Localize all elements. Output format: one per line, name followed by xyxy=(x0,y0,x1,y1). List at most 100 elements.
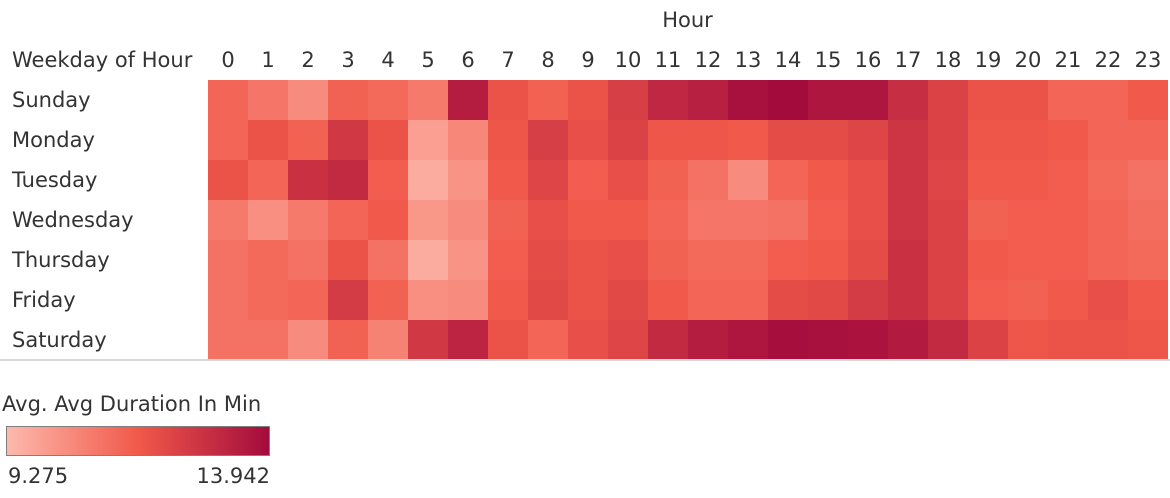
heatmap-cell xyxy=(808,120,848,160)
hour-label: 13 xyxy=(734,48,762,72)
heatmap-cell xyxy=(448,320,488,360)
heatmap-cell xyxy=(768,320,808,360)
heatmap-cell xyxy=(728,240,768,280)
heatmap-cell xyxy=(568,120,608,160)
heatmap-cell xyxy=(408,280,448,320)
weekday-label: Friday xyxy=(12,288,76,312)
heatmap-cell xyxy=(728,200,768,240)
heatmap-cell xyxy=(368,240,408,280)
heatmap-cell xyxy=(1008,240,1048,280)
heatmap-cell xyxy=(648,320,688,360)
heatmap-cell xyxy=(848,80,888,120)
hour-label: 5 xyxy=(421,48,435,72)
heatmap-cell xyxy=(488,280,528,320)
heatmap-cell xyxy=(768,120,808,160)
heatmap-cell xyxy=(888,240,928,280)
hour-label: 4 xyxy=(381,48,395,72)
heatmap-cell xyxy=(528,160,568,200)
row-axis-title: Weekday of Hour xyxy=(12,48,193,72)
heatmap-cell xyxy=(1048,80,1088,120)
weekday-label: Sunday xyxy=(12,88,91,112)
heatmap-cell xyxy=(288,200,328,240)
heatmap-cell xyxy=(848,200,888,240)
heatmap-cell xyxy=(208,280,248,320)
heatmap-cell xyxy=(1008,160,1048,200)
heatmap-cell xyxy=(728,120,768,160)
heatmap-cell xyxy=(528,320,568,360)
heatmap-cell xyxy=(368,280,408,320)
heatmap-cell xyxy=(648,200,688,240)
heatmap-cell xyxy=(568,200,608,240)
heatmap-cell xyxy=(208,120,248,160)
heatmap-cell xyxy=(608,120,648,160)
heatmap-cell xyxy=(568,280,608,320)
hour-label: 20 xyxy=(1014,48,1042,72)
heatmap-cell xyxy=(728,160,768,200)
heatmap-cell xyxy=(888,80,928,120)
heatmap-cell xyxy=(848,160,888,200)
heatmap-cell xyxy=(728,80,768,120)
heatmap-cell xyxy=(808,320,848,360)
heatmap-cell xyxy=(248,120,288,160)
heatmap-cell xyxy=(608,280,648,320)
hour-label: 9 xyxy=(581,48,595,72)
heatmap-cell xyxy=(208,80,248,120)
heatmap-cell xyxy=(688,280,728,320)
heatmap-cell xyxy=(768,240,808,280)
heatmap-cell xyxy=(208,320,248,360)
heatmap-cell xyxy=(288,80,328,120)
heatmap-cell xyxy=(888,280,928,320)
hour-label: 16 xyxy=(854,48,882,72)
heatmap-cell xyxy=(488,160,528,200)
heatmap-cell xyxy=(408,200,448,240)
heatmap-cell xyxy=(1088,80,1128,120)
heatmap-cell xyxy=(648,160,688,200)
heatmap-cell xyxy=(368,320,408,360)
heatmap-cell xyxy=(328,200,368,240)
heatmap-cell xyxy=(928,200,968,240)
heatmap-cell xyxy=(368,120,408,160)
heatmap-cell xyxy=(808,200,848,240)
weekday-label: Saturday xyxy=(12,328,107,352)
heatmap-cell xyxy=(608,240,648,280)
legend-color-ramp xyxy=(6,426,270,456)
heatmap-cell xyxy=(608,80,648,120)
heatmap-cell xyxy=(1128,120,1168,160)
heatmap-cell xyxy=(888,160,928,200)
heatmap-cell xyxy=(928,160,968,200)
heatmap-cell xyxy=(1128,320,1168,360)
heatmap-cell xyxy=(808,280,848,320)
heatmap-cell xyxy=(488,240,528,280)
heatmap-cell xyxy=(448,80,488,120)
heatmap-cell xyxy=(1008,280,1048,320)
heatmap-cell xyxy=(768,80,808,120)
hour-label: 7 xyxy=(501,48,515,72)
weekday-label: Wednesday xyxy=(12,208,134,232)
hour-label: 1 xyxy=(261,48,275,72)
heatmap-cell xyxy=(328,80,368,120)
heatmap-cell xyxy=(808,160,848,200)
heatmap-cell xyxy=(1048,240,1088,280)
heatmap-cell xyxy=(1008,80,1048,120)
heatmap-cell xyxy=(808,80,848,120)
heatmap-cell xyxy=(408,240,448,280)
heatmap-cell xyxy=(408,320,448,360)
heatmap-cell xyxy=(488,120,528,160)
heatmap-grid xyxy=(208,80,1168,360)
heatmap-cell xyxy=(848,240,888,280)
weekday-label: Thursday xyxy=(12,248,110,272)
heatmap-cell xyxy=(208,200,248,240)
heatmap-cell xyxy=(928,80,968,120)
heatmap-cell xyxy=(1088,160,1128,200)
heatmap-cell xyxy=(1128,80,1168,120)
hour-label: 22 xyxy=(1094,48,1122,72)
heatmap-cell xyxy=(1008,200,1048,240)
heatmap-cell xyxy=(648,240,688,280)
heatmap-cell xyxy=(728,320,768,360)
hour-label: 6 xyxy=(461,48,475,72)
heatmap-cell xyxy=(208,160,248,200)
hour-label: 19 xyxy=(974,48,1002,72)
heatmap-cell xyxy=(688,200,728,240)
heatmap-cell xyxy=(288,160,328,200)
heatmap-cell xyxy=(688,160,728,200)
